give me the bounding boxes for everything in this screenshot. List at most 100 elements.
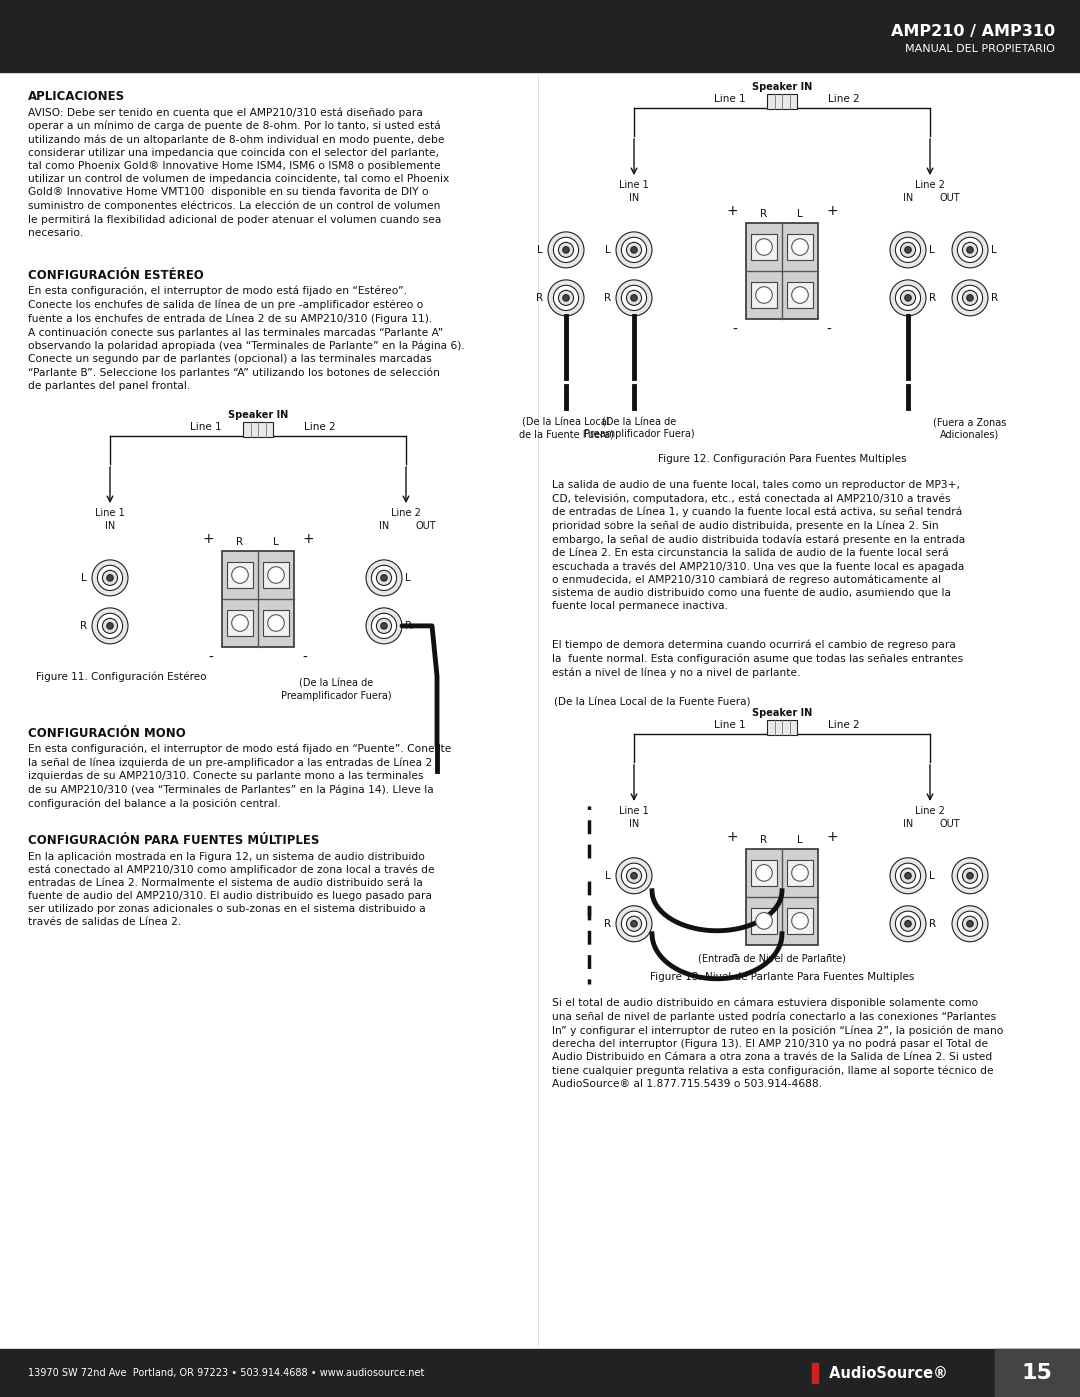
Text: OUT: OUT xyxy=(416,521,436,531)
Circle shape xyxy=(957,911,983,936)
Circle shape xyxy=(756,239,772,256)
Circle shape xyxy=(901,242,916,257)
Text: L: L xyxy=(929,870,935,880)
Circle shape xyxy=(962,916,977,932)
Circle shape xyxy=(268,567,284,584)
Circle shape xyxy=(626,291,642,306)
Text: APLICACIONES: APLICACIONES xyxy=(28,89,125,103)
Text: Speaker IN: Speaker IN xyxy=(752,708,812,718)
Circle shape xyxy=(890,232,926,268)
Bar xyxy=(787,235,813,260)
Circle shape xyxy=(372,566,396,591)
Text: OUT: OUT xyxy=(940,819,960,828)
Text: Line 2: Line 2 xyxy=(915,180,945,190)
Circle shape xyxy=(890,279,926,316)
Circle shape xyxy=(967,247,973,253)
Circle shape xyxy=(901,291,916,306)
Circle shape xyxy=(951,858,988,894)
Bar xyxy=(227,562,253,588)
Circle shape xyxy=(905,295,912,302)
Text: (Fuera a Zonas
Adicionales): (Fuera a Zonas Adicionales) xyxy=(933,418,1007,440)
Circle shape xyxy=(957,237,983,263)
Circle shape xyxy=(558,242,573,257)
Circle shape xyxy=(377,570,392,585)
Text: IN: IN xyxy=(629,819,639,828)
Circle shape xyxy=(626,916,642,932)
Text: L: L xyxy=(605,244,611,254)
Text: 13970 SW 72nd Ave  Portland, OR 97223 • 503.914.4688 • www.audiosource.net: 13970 SW 72nd Ave Portland, OR 97223 • 5… xyxy=(28,1368,424,1377)
Text: Figure 12. Configuración Para Fuentes Multiples: Figure 12. Configuración Para Fuentes Mu… xyxy=(658,454,906,464)
Text: Figure 13. Nivel de Parlante Para Fuentes Multiples: Figure 13. Nivel de Parlante Para Fuente… xyxy=(650,972,914,982)
Text: L: L xyxy=(537,244,543,254)
Bar xyxy=(264,610,289,636)
Bar xyxy=(751,861,777,886)
Text: +: + xyxy=(826,830,838,844)
Circle shape xyxy=(563,295,569,302)
Text: IN: IN xyxy=(903,819,913,828)
Text: +: + xyxy=(202,532,214,546)
Text: R: R xyxy=(929,293,936,303)
Text: L: L xyxy=(273,536,279,548)
Text: CONFIGURACIÓN PARA FUENTES MÚLTIPLES: CONFIGURACIÓN PARA FUENTES MÚLTIPLES xyxy=(28,834,320,847)
Text: Line 2: Line 2 xyxy=(828,94,860,103)
Text: Line 2: Line 2 xyxy=(391,509,421,518)
Circle shape xyxy=(957,863,983,888)
Circle shape xyxy=(626,868,642,883)
Bar xyxy=(995,1350,1080,1397)
Text: El tiempo de demora determina cuando ocurrirá el cambio de regreso para
la  fuen: El tiempo de demora determina cuando ocu… xyxy=(552,640,963,678)
Circle shape xyxy=(366,560,402,597)
Circle shape xyxy=(92,608,129,644)
Text: Line 2: Line 2 xyxy=(915,806,945,816)
Circle shape xyxy=(962,242,977,257)
Text: Line 1: Line 1 xyxy=(95,509,125,518)
Text: IN: IN xyxy=(629,193,639,203)
Circle shape xyxy=(372,613,396,638)
Circle shape xyxy=(553,285,579,310)
Circle shape xyxy=(232,567,248,584)
Circle shape xyxy=(103,619,118,633)
Circle shape xyxy=(890,905,926,942)
Text: IN: IN xyxy=(105,521,116,531)
Circle shape xyxy=(107,574,113,581)
Circle shape xyxy=(553,237,579,263)
Text: (Entrada de Nivel de Parlante): (Entrada de Nivel de Parlante) xyxy=(698,954,846,964)
Circle shape xyxy=(268,615,284,631)
Text: L: L xyxy=(605,870,611,880)
Circle shape xyxy=(895,285,920,310)
Circle shape xyxy=(621,237,647,263)
Text: Speaker IN: Speaker IN xyxy=(752,82,812,92)
Text: En esta configuración, el interruptor de modo está fijado en “Puente”. Conecte
l: En esta configuración, el interruptor de… xyxy=(28,745,451,809)
Text: Line 1: Line 1 xyxy=(714,719,746,729)
Circle shape xyxy=(962,868,977,883)
Bar xyxy=(751,908,777,933)
Text: -: - xyxy=(826,323,832,337)
Circle shape xyxy=(548,279,584,316)
Circle shape xyxy=(792,912,808,929)
Circle shape xyxy=(957,285,983,310)
Circle shape xyxy=(107,623,113,629)
Text: L: L xyxy=(929,244,935,254)
Circle shape xyxy=(756,912,772,929)
Text: En la aplicación mostrada en la Figura 12, un sistema de audio distribuido
está : En la aplicación mostrada en la Figura 1… xyxy=(28,851,434,928)
Circle shape xyxy=(792,865,808,882)
Bar xyxy=(243,422,273,437)
Text: Si el total de audio distribuido en cámara estuviera disponible solamente como
u: Si el total de audio distribuido en cáma… xyxy=(552,997,1003,1090)
Text: En esta configuración, el interruptor de modo está fijado en “Estéreo”.
Conecte : En esta configuración, el interruptor de… xyxy=(28,286,464,391)
Circle shape xyxy=(967,921,973,928)
Circle shape xyxy=(631,873,637,879)
Text: CONFIGURACIÓN ESTÉREO: CONFIGURACIÓN ESTÉREO xyxy=(28,270,204,282)
Circle shape xyxy=(905,873,912,879)
Bar xyxy=(751,235,777,260)
Bar xyxy=(767,94,797,109)
Circle shape xyxy=(366,608,402,644)
Text: Speaker IN: Speaker IN xyxy=(228,409,288,420)
Text: +: + xyxy=(302,532,314,546)
Circle shape xyxy=(905,247,912,253)
Text: (De la Línea de
Preamplificador Fuera): (De la Línea de Preamplificador Fuera) xyxy=(281,679,391,701)
Text: IN: IN xyxy=(903,193,913,203)
Text: Figure 11. Configuración Estéreo: Figure 11. Configuración Estéreo xyxy=(36,672,206,683)
Bar xyxy=(0,1350,1080,1397)
Circle shape xyxy=(951,232,988,268)
Text: R: R xyxy=(80,620,87,631)
Bar xyxy=(787,861,813,886)
